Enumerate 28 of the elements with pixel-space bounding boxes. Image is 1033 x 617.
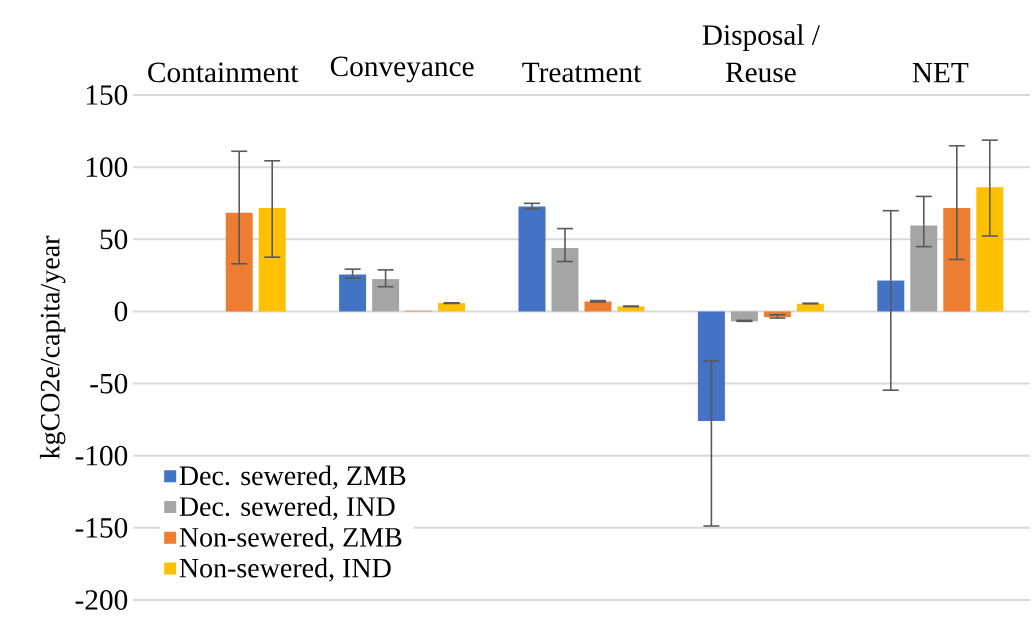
y-tick-label: -50 bbox=[90, 373, 128, 394]
bar bbox=[339, 274, 367, 312]
legend-label: Non-sewered, ZMB bbox=[179, 527, 402, 551]
legend-label: Dec. sewered, IND bbox=[179, 496, 395, 521]
x-tick-label: Disposal / Reuse bbox=[702, 24, 820, 83]
legend-label: Dec. sewered, ZMB bbox=[179, 465, 406, 490]
bar bbox=[943, 207, 971, 312]
y-tick-label: -200 bbox=[75, 590, 128, 610]
x-tick-label: Conveyance bbox=[330, 56, 474, 83]
x-tick-label: Containment bbox=[148, 62, 299, 83]
y-axis-title: kgCO2e/capita/year bbox=[39, 235, 66, 459]
y-tick-label: 0 bbox=[114, 301, 128, 322]
x-tick-label: Treatment bbox=[522, 62, 642, 83]
bar bbox=[258, 207, 286, 312]
bar bbox=[877, 280, 905, 312]
bar bbox=[372, 279, 400, 312]
bar bbox=[551, 247, 579, 312]
bar bbox=[518, 206, 546, 312]
y-tick-label: -100 bbox=[75, 445, 128, 466]
bar bbox=[976, 187, 1004, 312]
bar bbox=[910, 225, 938, 312]
y-tick-label: 100 bbox=[86, 157, 128, 178]
y-tick-label: 50 bbox=[100, 229, 128, 250]
bar bbox=[730, 311, 758, 322]
y-tick-label: -150 bbox=[75, 517, 128, 538]
x-tick-label: NET bbox=[912, 63, 969, 83]
y-tick-label: 150 bbox=[86, 85, 128, 105]
legend-label: Non-sewered, IND bbox=[179, 557, 391, 582]
